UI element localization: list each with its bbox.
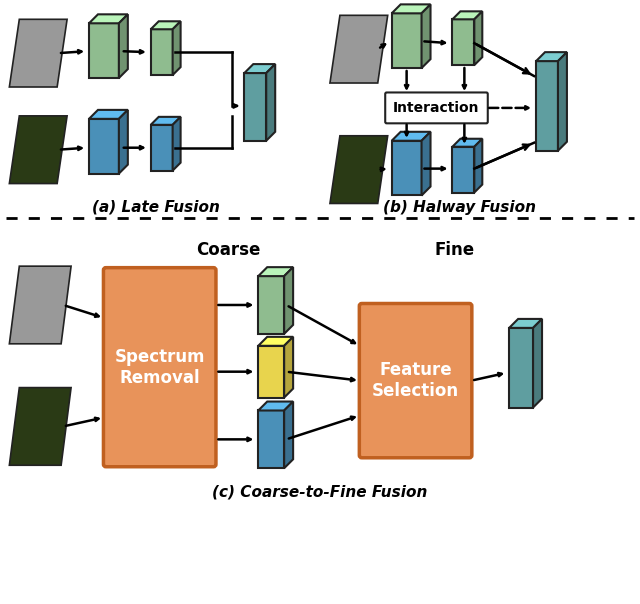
Polygon shape — [89, 24, 119, 78]
Polygon shape — [558, 52, 567, 151]
Polygon shape — [89, 119, 119, 173]
Polygon shape — [533, 319, 542, 408]
Text: (c) Coarse-to-Fine Fusion: (c) Coarse-to-Fine Fusion — [212, 484, 428, 500]
Text: Spectrum
Removal: Spectrum Removal — [115, 348, 205, 387]
Polygon shape — [474, 139, 483, 193]
Polygon shape — [151, 21, 180, 29]
Text: Feature
Selection: Feature Selection — [372, 361, 459, 400]
Polygon shape — [10, 19, 67, 87]
Polygon shape — [536, 61, 558, 151]
Polygon shape — [259, 337, 293, 346]
FancyBboxPatch shape — [385, 92, 488, 123]
Polygon shape — [392, 13, 422, 68]
Polygon shape — [259, 346, 284, 397]
Polygon shape — [422, 132, 431, 196]
Text: (a) Late Fusion: (a) Late Fusion — [92, 200, 220, 215]
Polygon shape — [509, 328, 533, 408]
Polygon shape — [259, 411, 284, 468]
Polygon shape — [89, 14, 128, 24]
Polygon shape — [452, 11, 483, 19]
Polygon shape — [151, 125, 173, 170]
Polygon shape — [119, 14, 128, 78]
Polygon shape — [452, 139, 483, 147]
Polygon shape — [244, 73, 266, 141]
Polygon shape — [392, 4, 431, 13]
FancyBboxPatch shape — [359, 303, 472, 458]
Text: Fine: Fine — [435, 241, 474, 259]
Polygon shape — [173, 21, 180, 75]
Polygon shape — [509, 319, 542, 328]
Polygon shape — [10, 116, 67, 184]
Polygon shape — [151, 117, 180, 125]
Polygon shape — [422, 4, 431, 68]
Polygon shape — [10, 266, 71, 344]
Polygon shape — [392, 132, 431, 141]
FancyBboxPatch shape — [104, 268, 216, 467]
Polygon shape — [10, 388, 71, 465]
Polygon shape — [392, 141, 422, 196]
Polygon shape — [474, 11, 483, 65]
Polygon shape — [284, 337, 293, 397]
Text: Coarse: Coarse — [196, 241, 260, 259]
Polygon shape — [259, 267, 293, 276]
Polygon shape — [330, 15, 388, 83]
Polygon shape — [89, 110, 128, 119]
Polygon shape — [284, 267, 293, 334]
Polygon shape — [452, 19, 474, 65]
Polygon shape — [151, 29, 173, 75]
Text: Interaction: Interaction — [393, 101, 480, 115]
Polygon shape — [119, 110, 128, 173]
Polygon shape — [284, 402, 293, 468]
Polygon shape — [259, 276, 284, 334]
Polygon shape — [259, 402, 293, 411]
Polygon shape — [536, 52, 567, 61]
Polygon shape — [266, 64, 275, 141]
Text: (b) Halway Fusion: (b) Halway Fusion — [383, 200, 536, 215]
Polygon shape — [173, 117, 180, 170]
Polygon shape — [330, 136, 388, 204]
Polygon shape — [452, 147, 474, 193]
Polygon shape — [244, 64, 275, 73]
